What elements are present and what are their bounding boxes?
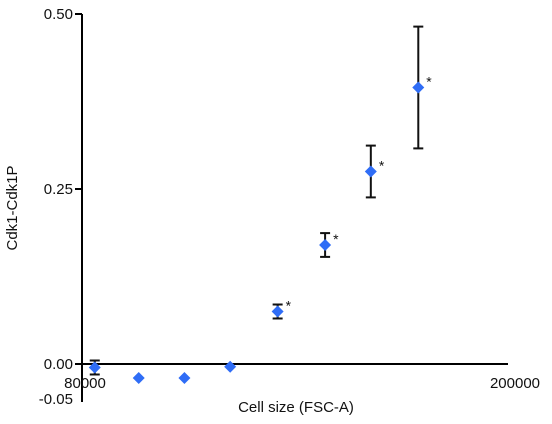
data-point [224,360,237,373]
data-point [412,81,425,94]
significance-star: * [379,158,385,174]
y-tick-label: -0.05 [39,391,73,408]
significance-star: * [286,298,292,314]
y-tick-label: 0.50 [44,6,73,23]
x-axis-title: Cell size (FSC-A) [238,399,354,416]
y-axis-title: Cdk1-Cdk1P [4,165,21,250]
data-point [132,372,145,384]
data-point [319,239,332,251]
significance-star: * [426,74,432,90]
x-tick-label: 200000 [490,375,540,392]
data-point [88,361,101,374]
axes [75,13,508,402]
data-point [271,305,284,318]
data-points [88,81,425,384]
data-point [364,165,377,178]
y-tick-label: 0.25 [44,181,73,198]
x-tick-label: 80000 [64,375,106,392]
significance-stars: * * * * [286,74,433,314]
y-tick-label: 0.00 [44,356,73,373]
significance-star: * [333,231,339,247]
error-bars [89,25,424,376]
data-point [178,372,191,384]
